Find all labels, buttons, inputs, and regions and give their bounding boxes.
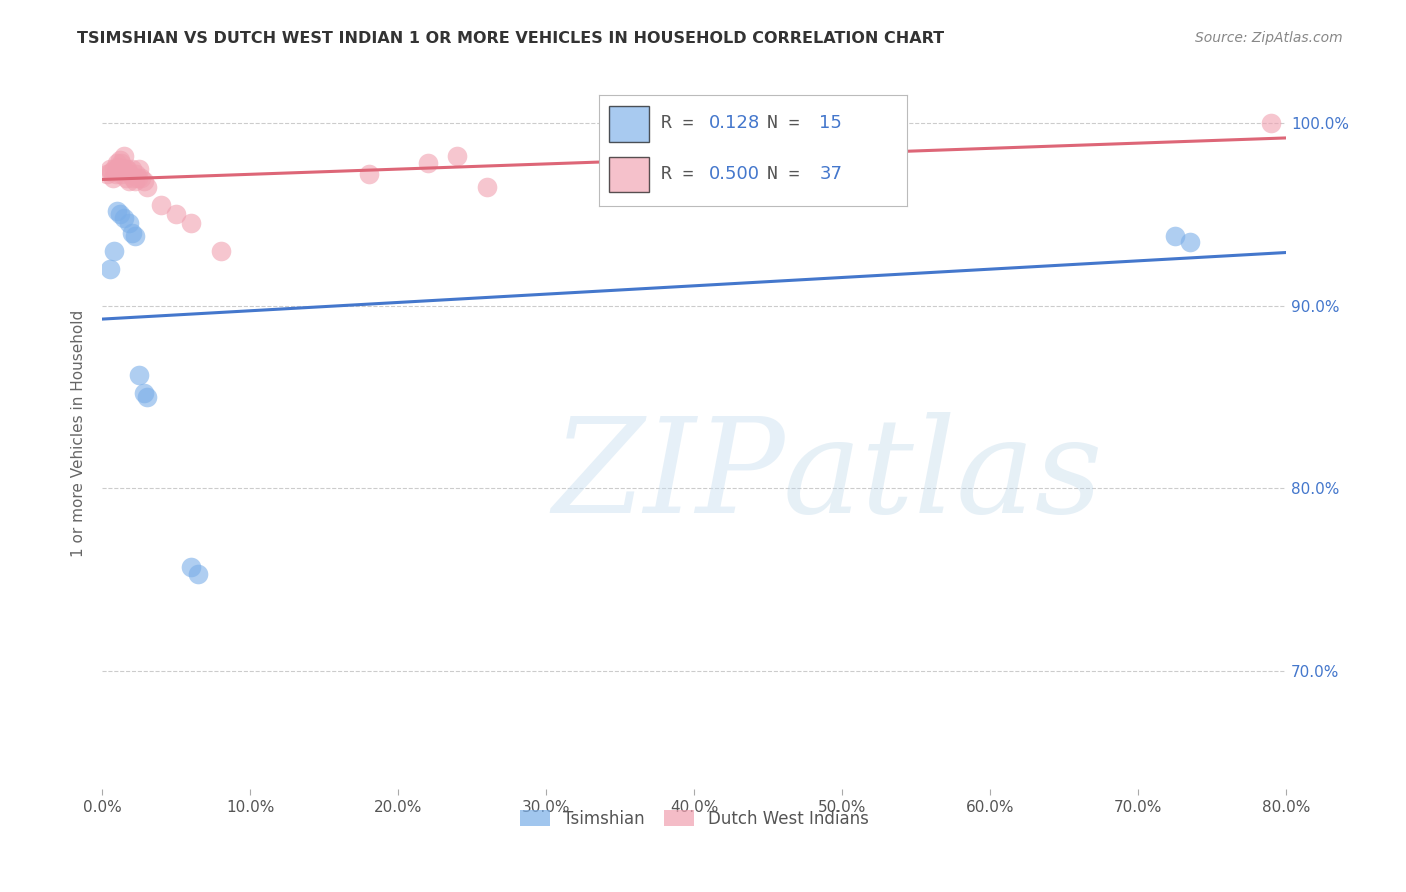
Point [124,229,146,244]
Point [98,262,121,277]
Point [128,368,150,382]
Point [446,149,468,163]
Point [118,174,141,188]
Point [100,165,122,179]
Point [125,167,148,181]
Point [118,217,141,231]
Point [475,180,498,194]
Point [128,161,150,176]
Point [108,207,131,221]
Point [121,226,143,240]
Point [101,170,124,185]
Point [98,161,121,176]
Text: TSIMSHIAN VS DUTCH WEST INDIAN 1 OR MORE VEHICLES IN HOUSEHOLD CORRELATION CHART: TSIMSHIAN VS DUTCH WEST INDIAN 1 OR MORE… [77,31,945,46]
Point [107,160,129,174]
Point [96,167,118,181]
Point [115,161,138,176]
Point [105,203,128,218]
Point [150,198,173,212]
Point [120,167,142,181]
Point [122,170,145,185]
Point [132,386,155,401]
Point [112,211,135,225]
Point [129,170,152,185]
Point [112,149,135,163]
Point [357,167,380,181]
Point [135,390,157,404]
Point [132,174,155,188]
Point [104,167,127,181]
Point [111,161,134,176]
Point [103,161,125,176]
Y-axis label: 1 or more Vehicles in Household: 1 or more Vehicles in Household [72,310,86,557]
Point [1164,229,1187,244]
Point [209,244,232,258]
Point [187,566,209,581]
Point [105,161,128,176]
Legend: Tsimshian, Dutch West Indians: Tsimshian, Dutch West Indians [513,803,876,834]
Point [1178,235,1201,249]
Point [165,207,187,221]
Point [108,153,131,167]
Text: atlas: atlas [783,411,1104,541]
Point [135,180,157,194]
Point [1260,116,1282,130]
Point [117,161,139,176]
Point [180,559,202,574]
Point [124,174,146,188]
Point [121,161,143,176]
Point [110,156,132,170]
Point [180,217,202,231]
Point [103,244,125,258]
Point [105,156,128,170]
Point [115,170,138,185]
Text: ZIP: ZIP [553,411,785,541]
Point [127,170,149,185]
Point [416,156,439,170]
Point [110,167,132,181]
Text: Source: ZipAtlas.com: Source: ZipAtlas.com [1195,31,1343,45]
